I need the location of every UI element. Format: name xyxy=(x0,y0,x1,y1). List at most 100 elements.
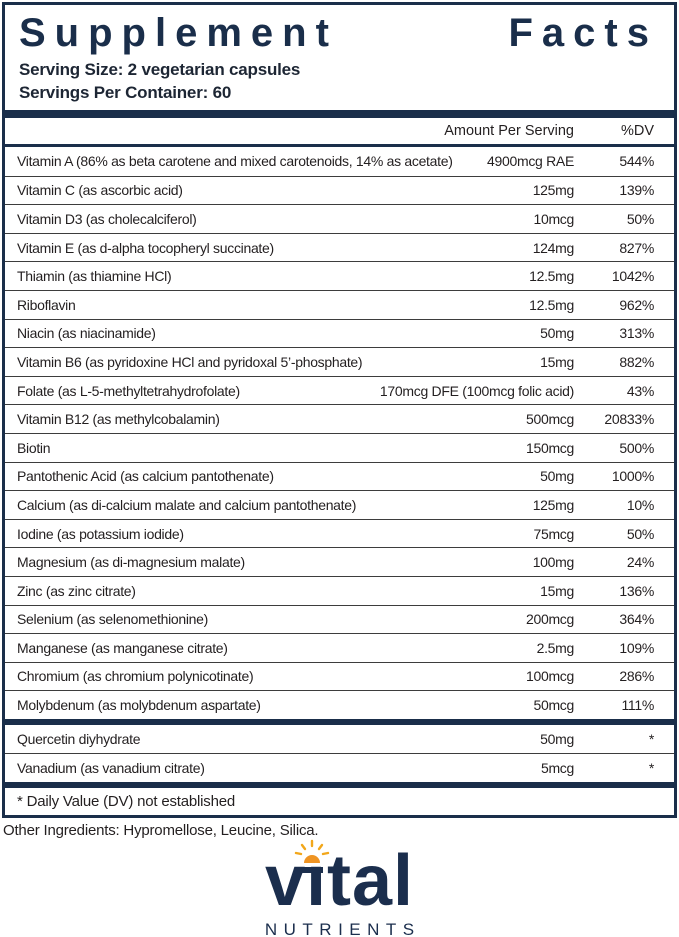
nutrient-amount: 50mg xyxy=(540,468,574,485)
serving-size: Serving Size: 2 vegetarian capsules xyxy=(19,60,301,79)
nutrient-amount: 100mcg xyxy=(525,668,574,685)
nutrient-amount: 150mcg xyxy=(525,439,574,456)
sunrise-icon xyxy=(294,839,330,863)
panel-title: Supplement Facts xyxy=(5,5,674,54)
column-header-dv: %DV xyxy=(620,123,654,139)
nutrient-dv: 20833% xyxy=(604,411,654,428)
nutrient-name: Selenium (as selenomethionine) xyxy=(17,611,208,628)
table-row: Magnesium (as di-magnesium malate) 100mg… xyxy=(5,547,674,576)
nutrient-amount: 10mcg xyxy=(533,210,574,227)
nutrient-dv: 286% xyxy=(619,668,654,685)
table-row: Vitamin A (86% as beta carotene and mixe… xyxy=(5,147,674,176)
table-row: Biotin 150mcg 500% xyxy=(5,432,674,462)
nutrient-amount: 2.5mg xyxy=(536,639,575,656)
table-row: Vitamin C (as ascorbic acid) 125mg 139% xyxy=(5,175,674,205)
divider-under-header xyxy=(5,144,674,147)
nutrient-name: Chromium (as chromium polynicotinate) xyxy=(17,668,254,685)
logo-wordmark: vıtal xyxy=(264,841,415,921)
table-row: Thiamin (as thiamine HCl) 12.5mg 1042% xyxy=(5,261,674,290)
nutrient-rows: Vitamin A (86% as beta carotene and mixe… xyxy=(5,147,674,719)
nutrient-name: Vitamin A (86% as beta carotene and mixe… xyxy=(17,153,453,170)
nutrient-dv: 962% xyxy=(619,296,654,313)
nutrient-amount: 15mg xyxy=(540,582,574,599)
nutrient-dv: 364% xyxy=(619,611,654,628)
table-row: Manganese (as manganese citrate) 2.5mg 1… xyxy=(5,633,674,662)
table-row: Molybdenum (as molybdenum aspartate) 50m… xyxy=(5,690,674,719)
nutrient-name: Calcium (as di-calcium malate and calciu… xyxy=(17,496,357,513)
nutrient-amount: 75mcg xyxy=(533,525,574,542)
nutrient-dv: 882% xyxy=(619,353,654,370)
nutrient-name: Iodine (as potassium iodide) xyxy=(17,525,184,542)
table-header: Amount Per Serving %DV xyxy=(5,118,674,144)
nutrient-name: Vanadium (as vanadium citrate) xyxy=(17,760,205,777)
nutrient-dv: 111% xyxy=(621,697,654,714)
divider-after-nutrients xyxy=(5,718,674,725)
nutrient-dv: 313% xyxy=(619,325,654,342)
other-compound-rows: Quercetin diyhydrate 50mg * Vanadium (as… xyxy=(5,725,674,782)
nutrient-dv: 109% xyxy=(619,639,654,656)
nutrient-amount: 12.5mg xyxy=(529,268,574,285)
table-row: Pantothenic Acid (as calcium pantothenat… xyxy=(5,461,674,491)
nutrient-name: Biotin xyxy=(17,439,51,456)
nutrient-dv: 136% xyxy=(619,582,654,599)
nutrient-dv: 1000% xyxy=(611,468,654,485)
nutrient-dv: 50% xyxy=(626,210,654,227)
nutrient-amount: 124mg xyxy=(532,239,575,256)
table-row: Chromium (as chromium polynicotinate) 10… xyxy=(5,661,674,691)
divider-thick-top xyxy=(5,110,674,118)
nutrient-amount: 5mcg xyxy=(540,760,574,777)
table-row: Calcium (as di-calcium malate and calciu… xyxy=(5,490,674,519)
table-row: Vanadium (as vanadium citrate) 5mcg * xyxy=(5,753,674,782)
nutrient-name: Thiamin (as thiamine HCl) xyxy=(17,268,172,285)
nutrient-dv: * xyxy=(648,731,654,748)
nutrient-name: Vitamin B12 (as methylcobalamin) xyxy=(17,411,220,428)
logo-i-bar xyxy=(300,867,323,873)
nutrient-amount: 15mg xyxy=(540,353,574,370)
servings-per-container: Servings Per Container: 60 xyxy=(19,83,232,102)
nutrient-dv: 24% xyxy=(626,554,654,571)
nutrient-dv: 43% xyxy=(626,382,654,399)
nutrient-amount: 125mg xyxy=(532,182,575,199)
nutrient-dv: 50% xyxy=(626,525,654,542)
logo-subtext: NUTRIENTS xyxy=(264,920,421,937)
nutrient-amount: 12.5mg xyxy=(529,296,574,313)
nutrient-amount: 100mg xyxy=(532,554,575,571)
nutrient-dv: * xyxy=(648,760,654,777)
nutrient-amount: 500mcg xyxy=(525,411,574,428)
table-row: Riboflavin 12.5mg 962% xyxy=(5,289,674,319)
table-row: Quercetin diyhydrate 50mg * xyxy=(5,725,674,754)
supplement-facts-panel: Supplement Facts Serving Size: 2 vegetar… xyxy=(2,2,677,819)
other-ingredients: Other Ingredients: Hypromellose, Leucine… xyxy=(3,822,319,839)
nutrient-dv: 500% xyxy=(619,439,654,456)
nutrient-name: Folate (as L-5-methyltetrahydrofolate) xyxy=(17,382,240,399)
table-row: Vitamin D3 (as cholecalciferol) 10mcg 50… xyxy=(5,204,674,233)
title-word-supplement: Supplement xyxy=(19,11,338,55)
table-row: Vitamin B12 (as methylcobalamin) 500mcg … xyxy=(5,404,674,433)
nutrient-amount: 50mg xyxy=(540,731,574,748)
dv-footnote: * Daily Value (DV) not established xyxy=(17,793,236,811)
table-row: Zinc (as zinc citrate) 15mg 136% xyxy=(5,575,674,605)
nutrient-dv: 544% xyxy=(619,153,654,170)
nutrient-name: Vitamin C (as ascorbic acid) xyxy=(17,182,183,199)
nutrient-amount: 200mcg xyxy=(525,611,574,628)
serving-info: Serving Size: 2 vegetarian capsules Serv… xyxy=(5,54,674,110)
nutrient-amount: 4900mcg RAE xyxy=(487,153,574,170)
nutrient-name: Riboflavin xyxy=(17,296,76,313)
nutrient-name: Vitamin E (as d-alpha tocopheryl succina… xyxy=(17,239,274,256)
logo-wordmark-wrap: vıtal xyxy=(264,839,415,921)
nutrient-name: Niacin (as niacinamide) xyxy=(17,325,156,342)
nutrient-name: Vitamin B6 (as pyridoxine HCl and pyrido… xyxy=(17,353,363,370)
table-row: Folate (as L-5-methyltetrahydrofolate) 1… xyxy=(5,375,674,405)
nutrient-name: Molybdenum (as molybdenum aspartate) xyxy=(17,697,261,714)
table-row: Selenium (as selenomethionine) 200mcg 36… xyxy=(5,604,674,634)
column-header-amount: Amount Per Serving xyxy=(444,123,574,139)
table-row: Vitamin B6 (as pyridoxine HCl and pyrido… xyxy=(5,347,674,376)
nutrient-name: Manganese (as manganese citrate) xyxy=(17,639,228,656)
nutrient-name: Zinc (as zinc citrate) xyxy=(17,582,136,599)
nutrient-amount: 170mcg DFE (100mcg folic acid) xyxy=(379,382,574,399)
divider-after-compounds xyxy=(5,782,674,789)
nutrient-name: Pantothenic Acid (as calcium pantothenat… xyxy=(17,468,274,485)
nutrient-dv: 139% xyxy=(619,182,654,199)
nutrient-dv: 1042% xyxy=(611,268,654,285)
